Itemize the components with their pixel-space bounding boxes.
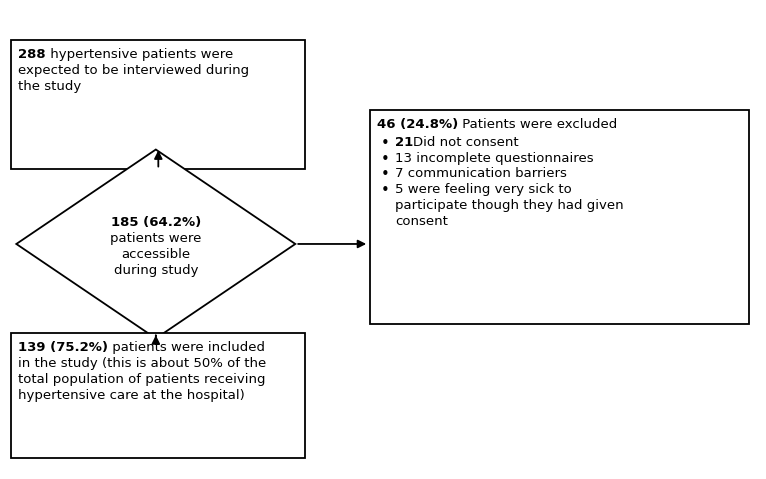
Text: hypertensive patients were: hypertensive patients were	[46, 48, 233, 61]
Text: 13 incomplete questionnaires: 13 incomplete questionnaires	[395, 151, 594, 164]
Text: hypertensive care at the hospital): hypertensive care at the hospital)	[18, 389, 245, 402]
Text: •: •	[381, 151, 390, 167]
FancyBboxPatch shape	[11, 40, 306, 170]
Text: 5 were feeling very sick to: 5 were feeling very sick to	[395, 183, 571, 196]
Text: •: •	[381, 183, 390, 198]
FancyBboxPatch shape	[370, 110, 748, 323]
Text: •: •	[381, 168, 390, 182]
Text: total population of patients receiving: total population of patients receiving	[18, 373, 266, 386]
Text: patients were included: patients were included	[108, 342, 265, 354]
Text: 288: 288	[18, 48, 46, 61]
Text: 185 (64.2%): 185 (64.2%)	[111, 216, 201, 229]
Text: 46 (24.8%): 46 (24.8%)	[377, 118, 458, 131]
Text: participate though they had given: participate though they had given	[395, 199, 624, 212]
Text: the study: the study	[18, 80, 81, 93]
Text: in the study (this is about 50% of the: in the study (this is about 50% of the	[18, 357, 267, 370]
Text: 7 communication barriers: 7 communication barriers	[395, 168, 567, 181]
Text: consent: consent	[395, 215, 448, 228]
Text: •: •	[381, 136, 390, 150]
Text: Did not consent: Did not consent	[413, 136, 519, 148]
Text: patients were: patients were	[110, 232, 201, 245]
Polygon shape	[16, 149, 296, 339]
Text: 21: 21	[395, 136, 413, 148]
Text: accessible: accessible	[121, 248, 191, 261]
FancyBboxPatch shape	[11, 333, 306, 458]
Text: expected to be interviewed during: expected to be interviewed during	[18, 64, 250, 77]
Text: Patients were excluded: Patients were excluded	[458, 118, 617, 131]
Text: during study: during study	[113, 264, 198, 277]
Text: 139 (75.2%): 139 (75.2%)	[18, 342, 108, 354]
